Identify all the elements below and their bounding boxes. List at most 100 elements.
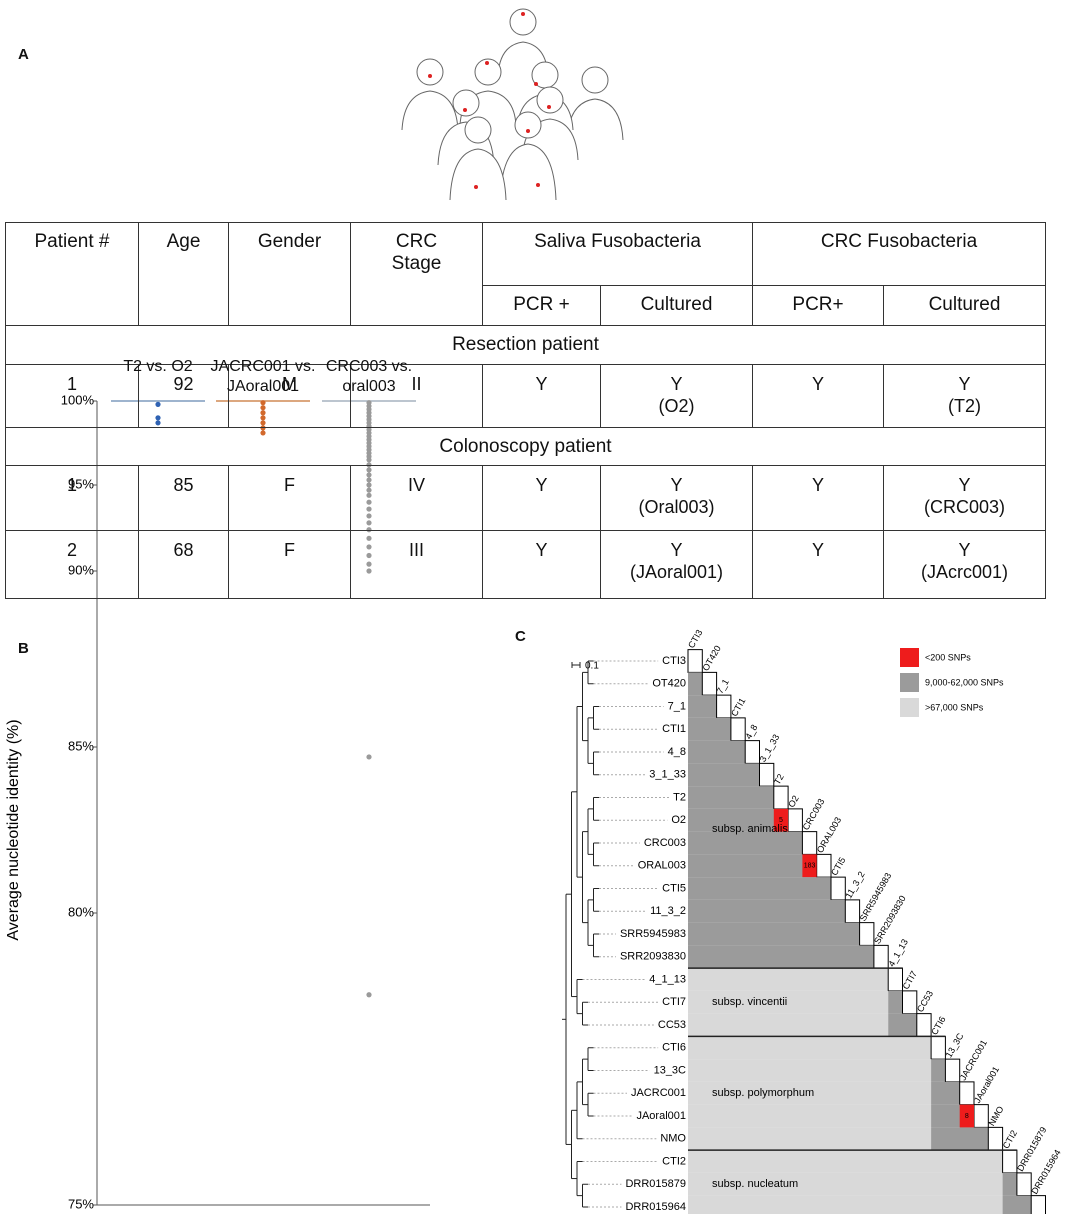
- section-row: Resection patient: [5, 325, 1046, 365]
- snp-cell: [773, 808, 789, 832]
- header-cell: Gender: [228, 222, 351, 326]
- cell-text: Y: [811, 374, 824, 394]
- matrix-within-group: [688, 672, 703, 696]
- data-cell: Y (T2): [883, 364, 1046, 428]
- group-label: JACRC001 vs. JAoral001: [210, 358, 316, 395]
- cell-text: Y: [535, 374, 548, 394]
- cell-text: 1: [66, 475, 77, 495]
- data-cell: Y (JAcrc001): [883, 530, 1046, 599]
- matrix-cross-group: [688, 1150, 1003, 1173]
- cell-text: 1: [66, 374, 77, 394]
- subheader-cell: PCR+: [752, 285, 884, 326]
- matrix-diagonal: [959, 1081, 975, 1106]
- column-label: ORAL003: [815, 815, 843, 854]
- leaf-label: DRR015879: [625, 1178, 686, 1190]
- matrix-within-group: [688, 808, 789, 832]
- matrix-within-group: [688, 717, 731, 741]
- cell-line: Y: [670, 475, 683, 495]
- column-label: 13_3C: [944, 1031, 966, 1059]
- matrix-cross-group: [688, 968, 889, 991]
- cell-line: (Oral003): [638, 497, 715, 517]
- data-cell: Y: [752, 465, 884, 531]
- cell-text: Y: [811, 475, 824, 495]
- y-axis-title: Average nucleotide identity (%): [5, 719, 22, 940]
- matrix-diagonal: [873, 944, 889, 969]
- group-label: T2 vs. O2: [123, 358, 193, 375]
- column-label: CC53: [915, 989, 935, 1014]
- data-cell: 68: [138, 530, 229, 599]
- leaf-label: SRR5945983: [620, 928, 686, 940]
- matrix-cross-group: [688, 1036, 932, 1060]
- data-cell: III: [350, 530, 483, 599]
- data-row: 2 68 F III Y Y (JAoral001) Y Y (JAcrc001): [5, 530, 1046, 599]
- matrix-cross-group: [688, 1172, 1003, 1196]
- matrix-within-group: [931, 1127, 989, 1151]
- cell-text: 92: [173, 374, 194, 394]
- section-title: Colonoscopy patient: [5, 427, 1046, 466]
- matrix-diagonal: [759, 762, 775, 787]
- leaf-label: O2: [671, 814, 686, 826]
- cell-text: F: [284, 540, 295, 560]
- cell-text: IV: [407, 475, 425, 495]
- subspecies-label: subsp. nucleatum: [712, 1178, 798, 1190]
- matrix-within-group: [888, 990, 903, 1014]
- column-label: 3_1_33: [758, 733, 782, 764]
- scale-label: 0.1: [585, 661, 599, 672]
- matrix-diagonal: [687, 649, 703, 673]
- cell-text: 68: [173, 540, 194, 560]
- leaf-label: 11_3_2: [650, 905, 686, 917]
- header-row: Patient # Age Gender CRC Stage Saliva Fusoba…: [5, 222, 1046, 326]
- data-cell: Y: [752, 364, 884, 428]
- leaf-label: T2: [673, 791, 686, 803]
- y-tick-label: 75%: [68, 1196, 94, 1211]
- header-text: Gender: [257, 231, 322, 252]
- data-row: 1 85 F IV Y Y (Oral003) Y Y (CRC003): [5, 465, 1046, 531]
- header-text: CRC Fusobacteria: [820, 231, 978, 252]
- matrix-within-group: [688, 945, 874, 969]
- cell-line: Y: [670, 540, 683, 560]
- matrix-diagonal: [830, 876, 846, 901]
- leaf-label: CTI5: [662, 882, 686, 894]
- leaf-label: DRR015964: [625, 1201, 686, 1213]
- matrix-cross-group: [688, 1013, 889, 1037]
- cell-text: 85: [173, 475, 194, 495]
- subspecies-label: subsp. polymorphum: [712, 1087, 814, 1099]
- matrix-within-group: [688, 740, 746, 764]
- data-cell: 1: [5, 364, 139, 428]
- subspecies-label: subsp. animalis: [712, 823, 788, 835]
- column-label: OT420: [700, 644, 722, 673]
- column-label: 4_8: [743, 723, 759, 741]
- cell-text: Y: [811, 540, 824, 560]
- leaf-label: CTI3: [662, 655, 686, 667]
- matrix-diagonal: [902, 990, 918, 1015]
- matrix-diagonal: [844, 899, 861, 924]
- data-cell: Y: [482, 465, 601, 531]
- matrix-diagonal: [887, 967, 904, 992]
- data-row: 1 92 M II Y Y (O2) Y Y (T2): [5, 364, 1046, 428]
- column-label: DRR015964: [1029, 1148, 1062, 1196]
- leaf-label: 4_8: [668, 746, 686, 758]
- cell-line: (CRC003): [923, 497, 1006, 517]
- leaf-label: CC53: [658, 1019, 686, 1031]
- matrix-diagonal: [1030, 1195, 1046, 1214]
- column-label: CTI3: [686, 628, 704, 650]
- data-cell: M: [228, 364, 351, 428]
- leaf-label: JACRC001: [631, 1087, 686, 1099]
- cell-text: F: [284, 475, 295, 495]
- data-cell: Y: [482, 530, 601, 599]
- data-cell: F: [228, 465, 351, 531]
- cell-line: (JAoral001): [629, 562, 724, 582]
- matrix-within-group: [688, 695, 717, 718]
- header-text: CRC Stage: [391, 231, 442, 274]
- matrix-diagonal: [816, 853, 832, 878]
- subheader-text: PCR+: [792, 294, 844, 315]
- column-label: NMO: [986, 1104, 1005, 1127]
- matrix-diagonal: [730, 717, 746, 742]
- header-text: Patient #: [34, 231, 110, 252]
- leaf-label: ORAL003: [638, 860, 686, 872]
- data-cell: F: [228, 530, 351, 599]
- cell-text: Y: [535, 540, 548, 560]
- cell-text: III: [408, 540, 424, 560]
- subheader-cell: Cultured: [883, 285, 1046, 326]
- cell-text: II: [411, 374, 422, 394]
